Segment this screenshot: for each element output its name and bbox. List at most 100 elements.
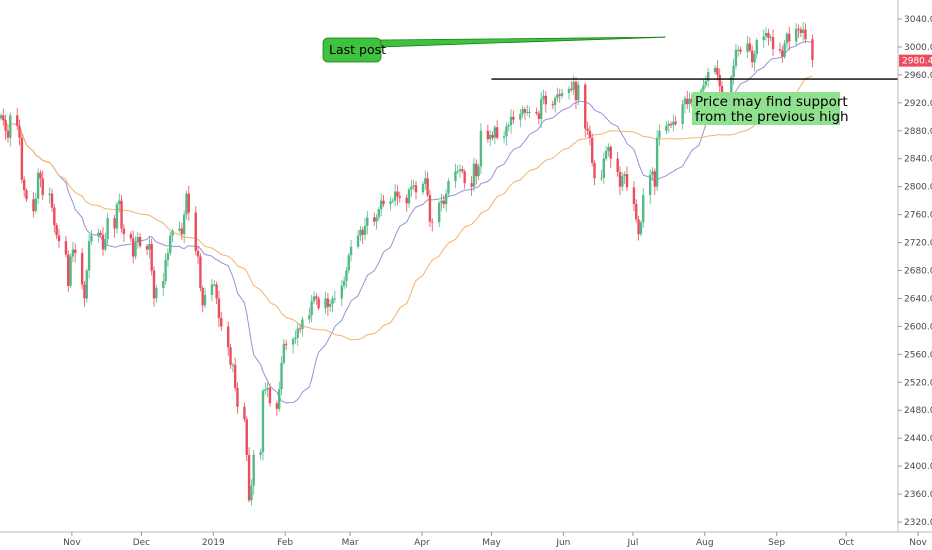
candle-body bbox=[567, 88, 571, 94]
candle-body bbox=[493, 127, 497, 138]
candle-body bbox=[162, 280, 165, 288]
candle-body bbox=[196, 250, 200, 257]
candle-body bbox=[558, 94, 561, 96]
price-tick-label: 3040.0 bbox=[904, 15, 932, 25]
candle-body bbox=[414, 185, 418, 193]
candle-body bbox=[655, 137, 659, 187]
price-tick-label: 2880.0 bbox=[904, 127, 932, 137]
candle-body bbox=[521, 109, 524, 115]
candle-body bbox=[182, 214, 186, 235]
candle-body bbox=[363, 225, 367, 235]
candle-body bbox=[99, 232, 102, 235]
candle-body bbox=[600, 177, 603, 179]
candle-body bbox=[213, 284, 216, 286]
candle-body bbox=[737, 49, 740, 51]
candle-body bbox=[811, 39, 814, 61]
candle-body bbox=[245, 419, 248, 455]
price-tick-label: 2680.0 bbox=[904, 267, 932, 277]
candle-body bbox=[349, 246, 353, 256]
candle-body bbox=[326, 298, 330, 307]
candle-body bbox=[604, 151, 608, 159]
candle-body bbox=[20, 137, 24, 180]
candle-body bbox=[71, 249, 75, 257]
candle-body bbox=[753, 53, 756, 63]
candle-body bbox=[470, 183, 473, 187]
candle-body bbox=[799, 29, 803, 33]
candle-body bbox=[505, 126, 508, 137]
time-tick-label: 2019 bbox=[202, 538, 225, 548]
time-tick-label: Dec bbox=[133, 538, 150, 548]
candle-body bbox=[762, 36, 765, 40]
candle-body bbox=[519, 114, 522, 120]
candle-body bbox=[593, 162, 596, 179]
candle-body bbox=[120, 200, 123, 229]
candle-body bbox=[48, 193, 51, 196]
last-post-callout-pointer bbox=[378, 36, 666, 48]
candle-body bbox=[398, 196, 401, 198]
price-tick-label: 2520.0 bbox=[904, 378, 932, 388]
candle-body bbox=[609, 146, 612, 159]
candle-body bbox=[431, 221, 434, 223]
candle-body bbox=[243, 406, 246, 420]
candle-body bbox=[122, 228, 126, 235]
candle-body bbox=[32, 199, 35, 212]
candle-body bbox=[458, 169, 462, 172]
time-tick-label: Jun bbox=[555, 538, 570, 548]
candle-body bbox=[220, 318, 223, 327]
candle-body bbox=[347, 255, 350, 271]
candle-body bbox=[87, 241, 91, 271]
candle-body bbox=[16, 115, 19, 126]
candle-body bbox=[746, 43, 749, 52]
last-post-callout-box[interactable] bbox=[322, 37, 382, 63]
candle-body bbox=[426, 178, 429, 196]
candle-body bbox=[637, 219, 640, 235]
candle-body bbox=[734, 49, 738, 66]
time-tick-label: Jul bbox=[626, 538, 638, 548]
candle-body bbox=[171, 230, 174, 236]
candle-body bbox=[764, 32, 768, 37]
candle-body bbox=[312, 296, 316, 302]
candle-body bbox=[150, 243, 153, 271]
candle-body bbox=[574, 81, 578, 101]
candle-body bbox=[18, 125, 21, 138]
candle-body bbox=[556, 94, 559, 98]
candle-body bbox=[653, 171, 656, 187]
candle-body bbox=[410, 186, 413, 190]
candle-body bbox=[440, 200, 443, 203]
candle-body bbox=[215, 284, 218, 299]
price-tick-label: 2640.0 bbox=[904, 294, 932, 304]
candle-body bbox=[512, 116, 515, 120]
candle-body bbox=[73, 249, 77, 254]
support-note-box[interactable] bbox=[692, 92, 840, 125]
candle-body bbox=[259, 452, 262, 455]
candle-body bbox=[804, 29, 807, 40]
price-tick-label: 2360.0 bbox=[904, 490, 932, 500]
candle-body bbox=[475, 163, 478, 177]
candle-body bbox=[526, 111, 529, 113]
candle-body bbox=[324, 298, 327, 309]
candle-body bbox=[544, 95, 548, 105]
candle-body bbox=[36, 172, 40, 199]
candle-body bbox=[788, 33, 791, 42]
candle-body bbox=[755, 39, 759, 54]
candle-body bbox=[164, 260, 167, 281]
candle-body bbox=[41, 178, 44, 196]
time-tick-label: May bbox=[482, 538, 501, 548]
candle-body bbox=[155, 287, 158, 299]
candle-body bbox=[67, 254, 70, 286]
candle-body bbox=[560, 93, 564, 96]
candle-body bbox=[166, 253, 170, 261]
candle-body bbox=[80, 253, 84, 285]
candle-body bbox=[115, 204, 119, 229]
candle-body bbox=[648, 174, 652, 196]
candle-body bbox=[635, 204, 638, 220]
candle-body bbox=[769, 37, 772, 39]
candle-body bbox=[553, 97, 557, 105]
candle-body bbox=[641, 195, 645, 223]
time-tick-label: Aug bbox=[696, 538, 714, 548]
candle-body bbox=[407, 189, 411, 204]
candle-body bbox=[535, 111, 538, 114]
time-tick-label: Mar bbox=[342, 538, 359, 548]
candle-body bbox=[4, 120, 7, 131]
